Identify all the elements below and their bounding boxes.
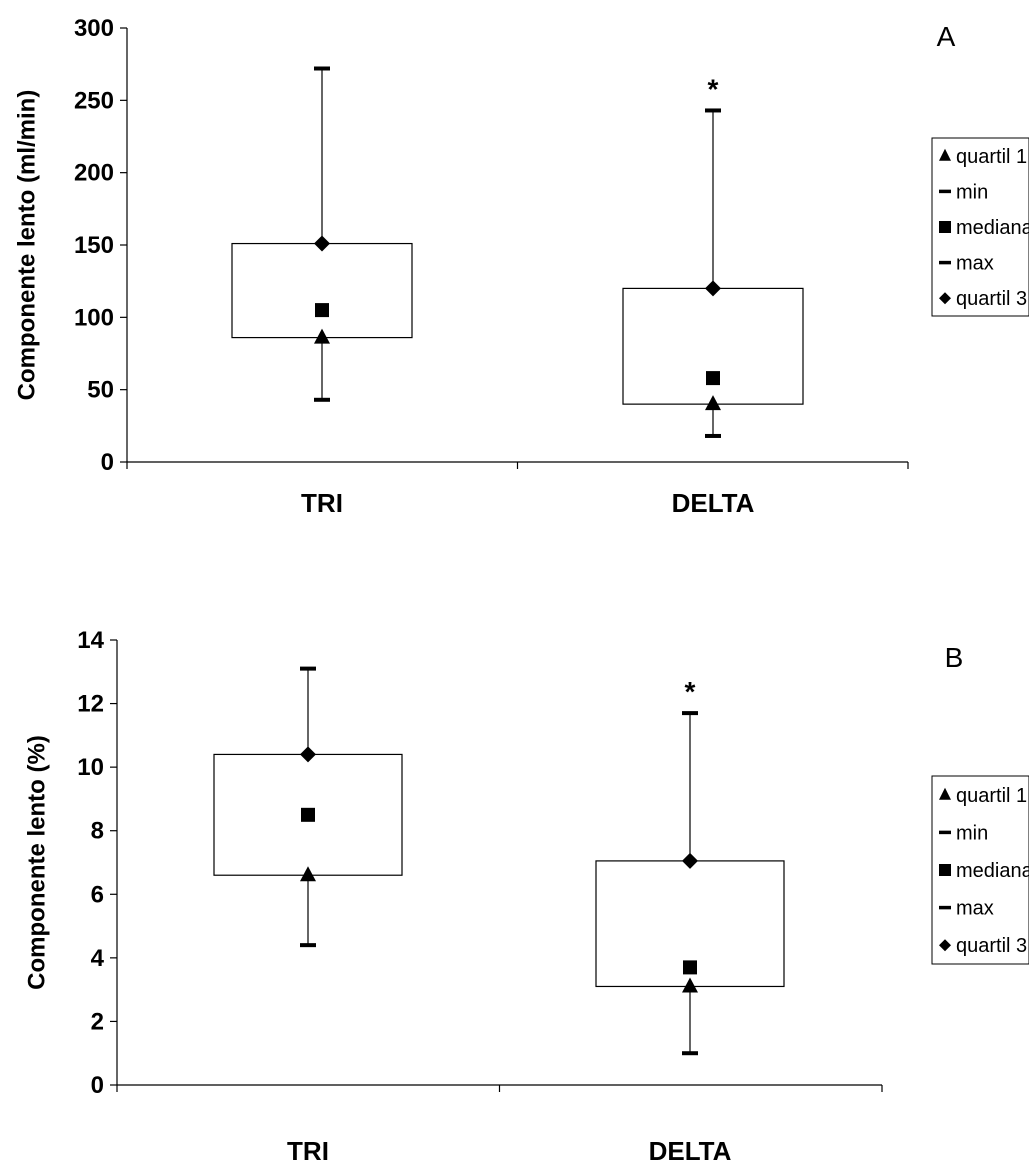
point-quartil-1 bbox=[705, 395, 721, 411]
chart-panel-a: 0 50 100 150 200 250 300 Componente lento (ml/m… bbox=[13, 15, 1029, 518]
chart-panel-b: 0 2 4 6 8 10 12 14 Componente lento (%) B TRI DELTA… bbox=[23, 627, 1029, 1166]
panel-letter: B bbox=[945, 642, 964, 673]
legend-item: quartil 1 bbox=[939, 785, 1027, 807]
legend-item: min bbox=[939, 181, 988, 203]
legend-label: min bbox=[956, 181, 988, 203]
point-quartil-3 bbox=[300, 746, 316, 763]
y-tick-label: 12 bbox=[77, 691, 104, 718]
x-category-label: DELTA bbox=[672, 488, 755, 518]
point-quartil-3 bbox=[682, 852, 698, 869]
y-tick-label: 150 bbox=[74, 232, 114, 259]
significance-marker: * bbox=[685, 676, 696, 707]
legend-square-icon bbox=[939, 221, 951, 233]
y-tick-label: 300 bbox=[74, 15, 114, 42]
legend-square-icon bbox=[939, 864, 951, 876]
legend-triangle-icon bbox=[939, 787, 951, 800]
legend-item: quartil 1 bbox=[939, 146, 1027, 168]
significance-marker: * bbox=[708, 73, 719, 104]
y-axis-title: Componente lento (ml/min) bbox=[13, 90, 40, 401]
box bbox=[231, 242, 413, 339]
y-axis-title: Componente lento (%) bbox=[23, 735, 50, 990]
legend-label: max bbox=[956, 898, 994, 920]
legend-item: mediana bbox=[939, 217, 1029, 239]
legend-item: max bbox=[939, 253, 994, 275]
legend-item: min bbox=[939, 822, 988, 844]
legend-label: min bbox=[956, 822, 988, 844]
y-tick-label: 4 bbox=[91, 945, 105, 972]
legend-item: mediana bbox=[939, 860, 1029, 882]
legend-label: quartil 3 bbox=[956, 935, 1027, 957]
legend-label: quartil 1 bbox=[956, 146, 1027, 168]
point-quartil-3 bbox=[314, 235, 330, 252]
legend-item: max bbox=[939, 898, 994, 920]
y-tick-label: 0 bbox=[91, 1072, 104, 1099]
y-tick-label: 8 bbox=[91, 818, 104, 845]
point-quartil-1 bbox=[682, 977, 698, 993]
x-category-label: TRI bbox=[287, 1136, 329, 1166]
legend-label: mediana bbox=[956, 217, 1029, 239]
point-mediana bbox=[301, 807, 315, 822]
point-quartil-3 bbox=[705, 280, 721, 297]
point-mediana bbox=[683, 960, 697, 975]
legend: quartil 1 min mediana max quartil 3 bbox=[931, 775, 1029, 965]
y-tick-label: 6 bbox=[91, 881, 104, 908]
point-quartil-1 bbox=[300, 866, 316, 882]
point-mediana bbox=[315, 303, 329, 318]
point-mediana bbox=[706, 371, 720, 386]
y-tick-label: 250 bbox=[74, 87, 114, 114]
legend-item: quartil 3 bbox=[939, 935, 1027, 957]
y-tick-label: 200 bbox=[74, 160, 114, 187]
y-tick-label: 50 bbox=[87, 377, 114, 404]
y-tick-label: 10 bbox=[77, 754, 104, 781]
legend-label: mediana bbox=[956, 860, 1029, 882]
y-tick-label: 2 bbox=[91, 1008, 104, 1035]
point-quartil-1 bbox=[314, 328, 330, 344]
legend: quartil 1 min mediana max quartil 3 bbox=[931, 137, 1029, 317]
legend-item: quartil 3 bbox=[939, 288, 1027, 310]
legend-label: max bbox=[956, 253, 994, 275]
x-category-label: TRI bbox=[301, 488, 343, 518]
y-tick-label: 100 bbox=[74, 304, 114, 331]
y-tick-label: 14 bbox=[77, 627, 104, 654]
legend-label: quartil 1 bbox=[956, 785, 1027, 807]
panel-letter: A bbox=[937, 21, 956, 52]
x-category-label: DELTA bbox=[649, 1136, 732, 1166]
legend-triangle-icon bbox=[939, 148, 951, 161]
legend-label: quartil 3 bbox=[956, 288, 1027, 310]
legend-diamond-icon bbox=[939, 292, 951, 305]
legend-diamond-icon bbox=[939, 939, 951, 952]
box bbox=[622, 287, 804, 405]
y-tick-label: 0 bbox=[101, 449, 114, 476]
